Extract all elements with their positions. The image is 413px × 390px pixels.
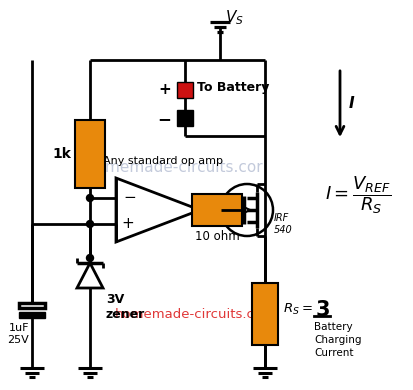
Polygon shape <box>77 263 103 288</box>
Circle shape <box>86 220 93 227</box>
Bar <box>252 283 278 345</box>
Text: I: I <box>349 96 355 112</box>
Text: homemade-circuits.com: homemade-circuits.com <box>114 308 275 321</box>
Text: $V_S$: $V_S$ <box>225 8 243 27</box>
Text: Battery: Battery <box>314 322 353 332</box>
Text: 1k: 1k <box>52 147 71 161</box>
Text: 3: 3 <box>316 300 330 320</box>
Circle shape <box>86 195 93 202</box>
Text: −: − <box>157 110 171 128</box>
Text: 1uF
25V: 1uF 25V <box>7 323 29 345</box>
Text: +: + <box>158 83 171 98</box>
Bar <box>177 82 193 98</box>
Text: Any standard op amp: Any standard op amp <box>103 156 223 166</box>
Text: IRF
540: IRF 540 <box>274 213 293 235</box>
Text: 10 ohm: 10 ohm <box>195 230 240 243</box>
Bar <box>177 110 193 126</box>
Text: +: + <box>121 216 134 232</box>
Bar <box>75 120 105 188</box>
Bar <box>19 303 45 308</box>
Text: $I = \dfrac{V_{REF}}{R_S}$: $I = \dfrac{V_{REF}}{R_S}$ <box>325 174 391 216</box>
Text: Current: Current <box>314 348 354 358</box>
Text: 3V
zener: 3V zener <box>106 293 145 321</box>
Text: homemade-circuits.cor: homemade-circuits.cor <box>87 161 263 176</box>
Text: −: − <box>123 190 136 206</box>
Bar <box>19 312 45 318</box>
Bar <box>192 194 242 226</box>
Circle shape <box>86 255 93 262</box>
Text: $R_S=$: $R_S=$ <box>283 301 313 317</box>
Text: Charging: Charging <box>314 335 361 345</box>
Text: To Battery: To Battery <box>197 82 269 94</box>
